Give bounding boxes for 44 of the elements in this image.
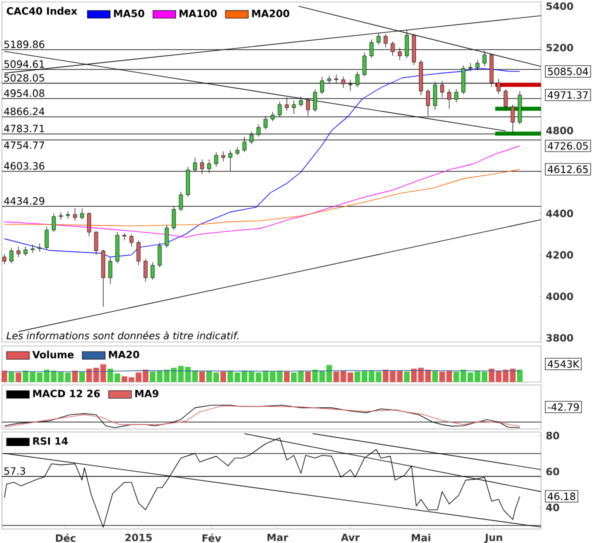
text: 4543K [548, 360, 580, 368]
ref-line-label: 4783.71 [4, 124, 44, 132]
legend-label: MACD 12 26 [33, 390, 100, 398]
ref-line-label: 4603.36 [4, 162, 44, 170]
text: -42.79 [548, 403, 579, 411]
chart-title: CAC40 Index [6, 7, 78, 15]
legend-label: MA100 [180, 10, 217, 18]
x-tick-label: 2015 [125, 534, 152, 542]
ref-line-label: 57.3 [4, 467, 26, 475]
text: 4612.65 [548, 166, 588, 174]
annotation: Les informations sont données à titre indicatif. [6, 331, 238, 340]
x-tick-label: Déc [56, 534, 76, 542]
ref-line-label: 5189.86 [4, 40, 44, 48]
ref-line-label: 4434.29 [4, 197, 44, 205]
text: 4726.05 [548, 142, 588, 150]
y-tick-label: 3800 [546, 334, 574, 342]
y-tick-label: 4000 [546, 292, 574, 300]
x-tick-label: Jun [484, 534, 502, 543]
text: 46.18 [548, 492, 576, 500]
ref-line-label: 4866.24 [4, 108, 44, 116]
legend-label: MA20 [108, 350, 140, 358]
ref-line-label: 4754.77 [4, 142, 44, 149]
y-tick-label: 4200 [546, 251, 574, 259]
y-tick-label: 4400 [546, 210, 574, 218]
text: 4971.37 [548, 91, 588, 99]
y-tick-label: 4800 [546, 126, 574, 134]
legend-label: MA50 [114, 10, 144, 18]
x-tick-label: Mai [412, 534, 430, 542]
y-tick-label: 40 [546, 504, 560, 512]
x-tick-label: Avr [340, 534, 360, 541]
legend-label: RSI 14 [33, 437, 68, 445]
y-tick-label: 80 [546, 432, 560, 440]
text: 5085.04 [548, 68, 588, 76]
y-tick-label: 5400 [546, 2, 574, 10]
x-tick-label: Mar [267, 534, 288, 542]
ref-line-label: 5094.61 [4, 60, 44, 68]
y-tick-label: 5200 [546, 44, 574, 52]
legend-label: MA9 [135, 390, 158, 398]
x-tick-label: Fév [202, 534, 222, 542]
ref-line-label: 5028.05 [4, 74, 44, 82]
legend-label: Volume [32, 350, 74, 358]
y-tick-label: 60 [546, 468, 560, 476]
ref-line-label: 4954.08 [4, 89, 44, 97]
legend-label: MA200 [252, 10, 290, 18]
